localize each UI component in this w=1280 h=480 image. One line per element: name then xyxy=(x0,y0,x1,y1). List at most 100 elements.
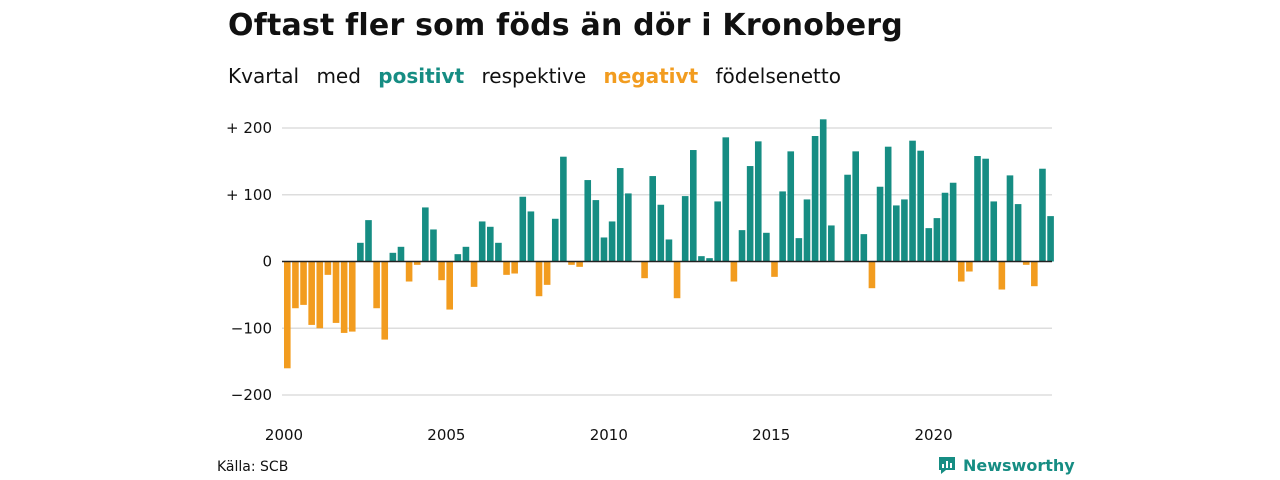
bar-positive xyxy=(811,136,819,262)
bar-positive xyxy=(860,234,868,262)
bar-positive xyxy=(690,150,697,262)
y-tick-label: + 200 xyxy=(226,119,272,137)
bar-negative xyxy=(438,261,445,281)
bar-negative xyxy=(568,261,575,265)
bar-positive xyxy=(795,238,803,262)
bar-positive xyxy=(584,180,592,262)
bar-positive xyxy=(876,186,884,262)
subtitle-word-med: med xyxy=(316,64,361,88)
bar-negative xyxy=(576,261,583,267)
bar-negative xyxy=(324,261,332,275)
newsworthy-logo-icon xyxy=(939,457,955,474)
bar-negative xyxy=(340,261,348,333)
bar-negative xyxy=(470,261,478,287)
bar-positive xyxy=(454,254,462,262)
subtitle-word-fodelsenetto: födelsenetto xyxy=(715,64,841,88)
bar-positive xyxy=(819,119,827,262)
bar-positive xyxy=(430,229,437,262)
bar-positive xyxy=(828,225,835,262)
subtitle-word-kvartal: Kvartal xyxy=(228,64,300,88)
bar-negative xyxy=(957,261,965,282)
bar-negative xyxy=(535,261,543,297)
bar-positive xyxy=(560,156,567,262)
bar-positive xyxy=(917,150,924,262)
bar-positive xyxy=(625,193,632,262)
bar-positive xyxy=(592,200,600,262)
legend-negative-label: negativt xyxy=(603,64,699,88)
bar-positive xyxy=(763,232,770,262)
bar-positive xyxy=(803,199,811,262)
bar-positive xyxy=(982,158,989,262)
bar-negative xyxy=(300,261,307,305)
bar-positive xyxy=(657,204,665,262)
bar-negative xyxy=(543,261,551,285)
bar-positive xyxy=(1039,168,1046,262)
bar-negative xyxy=(373,261,380,309)
bar-positive xyxy=(422,207,429,262)
bar-positive xyxy=(933,218,941,262)
bar-positive xyxy=(1014,204,1022,262)
bar-negative xyxy=(316,261,324,329)
bar-negative xyxy=(284,261,291,369)
bar-positive xyxy=(901,199,908,262)
bar-positive xyxy=(1006,175,1014,262)
newsworthy-brand: Newsworthy xyxy=(937,455,1075,475)
bar-positive xyxy=(478,221,486,262)
x-tick-label: 2005 xyxy=(427,426,465,444)
bar-negative xyxy=(446,261,453,310)
bar-positive xyxy=(941,192,949,262)
bar-positive xyxy=(365,220,372,262)
bar-negative xyxy=(405,261,413,282)
x-tick-label: 2010 xyxy=(590,426,628,444)
bar-positive xyxy=(844,174,851,262)
source-label: Källa: SCB xyxy=(217,459,289,475)
bar-negative xyxy=(348,261,356,332)
bar-positive xyxy=(787,151,795,262)
y-tick-label: −200 xyxy=(231,386,272,404)
bar-positive xyxy=(519,196,527,262)
bar-negative xyxy=(332,261,340,323)
y-tick-label: −100 xyxy=(231,319,272,337)
brand-name: Newsworthy xyxy=(963,455,1075,475)
y-tick-label: + 100 xyxy=(226,186,272,204)
bar-positive xyxy=(706,258,713,262)
bar-negative xyxy=(771,261,778,277)
bar-positive xyxy=(1047,216,1054,262)
bar-positive xyxy=(698,256,705,262)
bar-positive xyxy=(949,182,957,262)
bar-negative xyxy=(966,261,973,272)
bar-positive xyxy=(884,146,892,262)
bar-positive xyxy=(852,151,859,262)
bar-positive xyxy=(495,242,502,262)
bar-negative xyxy=(998,261,1006,290)
bar-positive xyxy=(925,228,933,262)
bar-positive xyxy=(714,201,721,262)
chart-title: Oftast fler som föds än dör i Kronoberg xyxy=(228,8,903,43)
bar-positive xyxy=(608,221,616,262)
bar-positive xyxy=(746,166,754,262)
bar-positive xyxy=(974,156,981,262)
bar-negative xyxy=(308,261,315,325)
bar-positive xyxy=(754,141,762,262)
bar-positive xyxy=(649,176,656,262)
bar-negative xyxy=(511,261,518,274)
bar-positive xyxy=(600,237,608,262)
bar-positive xyxy=(357,242,364,262)
bar-positive xyxy=(389,252,397,262)
bar-negative xyxy=(503,261,510,275)
bar-positive xyxy=(681,196,689,262)
bar-positive xyxy=(990,201,998,262)
bar-positive xyxy=(616,168,624,262)
legend-positive-label: positivt xyxy=(378,64,465,88)
y-tick-label: 0 xyxy=(262,253,272,271)
bar-positive xyxy=(487,226,494,262)
bar-positive xyxy=(722,137,730,262)
bar-negative xyxy=(413,261,421,265)
bar-positive xyxy=(738,230,746,262)
bar-negative xyxy=(868,261,876,289)
bar-negative xyxy=(1031,261,1038,287)
chart-subtitle: Kvartal med positivt respektive negativt… xyxy=(228,64,852,88)
bar-positive xyxy=(909,140,916,262)
bar-negative xyxy=(730,261,738,282)
